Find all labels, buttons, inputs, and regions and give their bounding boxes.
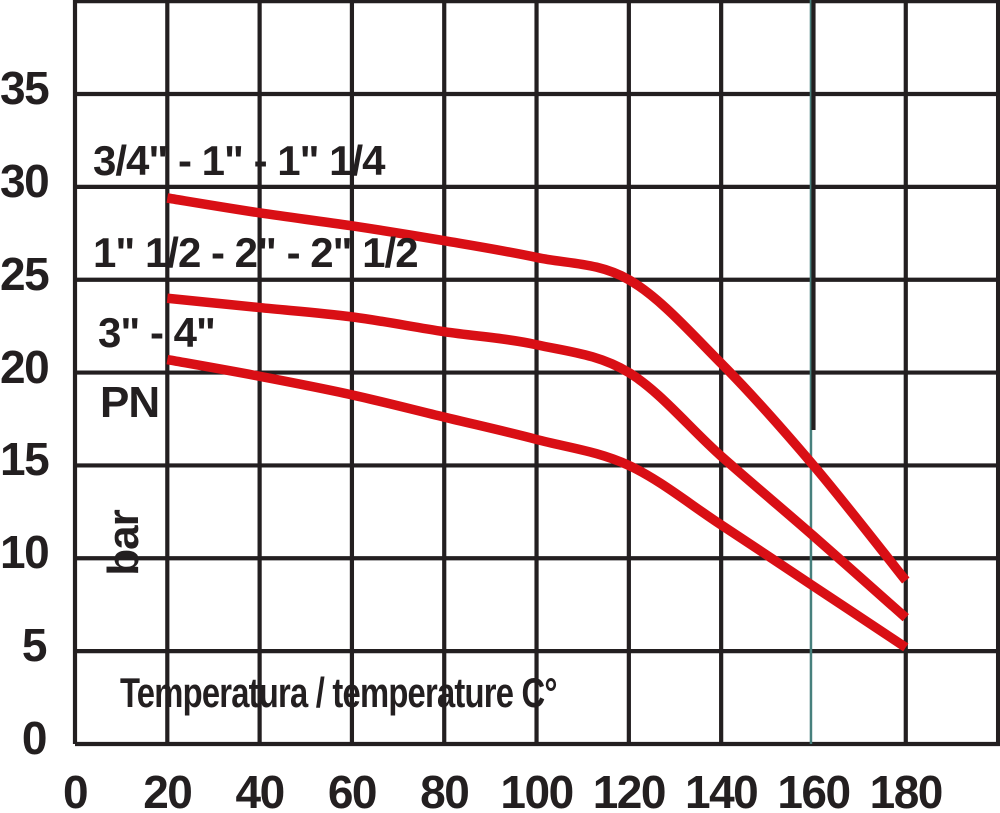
x-tick-label-40: 40 — [235, 766, 286, 813]
curve-series-0 — [166, 193, 910, 584]
x-axis-title: Temperatura / temperature C° — [120, 669, 557, 716]
x-tick-label-60: 60 — [327, 766, 378, 813]
x-tick-label-120: 120 — [592, 766, 667, 813]
series-label-sizes-large: 3" - 4" — [98, 309, 216, 356]
series-label-sizes-small: 3/4" - 1" - 1" 1/4 — [93, 137, 386, 184]
x-tick-label-0: 0 — [62, 766, 89, 813]
y-tick-label-25: 25 — [0, 247, 50, 300]
x-tick-label-180: 180 — [869, 766, 944, 813]
y-tick-label-15: 15 — [0, 433, 50, 486]
x-tick-label-80: 80 — [420, 766, 470, 813]
y-axis-label-pn: PN — [100, 378, 160, 427]
x-tick-label-140: 140 — [685, 766, 759, 813]
y-tick-label-35: 35 — [0, 62, 50, 114]
curve-series-2 — [166, 354, 909, 652]
y-tick-label-5: 5 — [21, 619, 48, 672]
x-tick-label-100: 100 — [500, 766, 574, 813]
y-tick-label-0: 0 — [21, 712, 48, 764]
y-tick-label-20: 20 — [0, 340, 50, 393]
curve-series-1 — [166, 293, 909, 622]
y-axis-unit-label-bar: bar — [99, 510, 148, 576]
x-tick-label-160: 160 — [777, 766, 851, 813]
y-tick-label-10: 10 — [0, 526, 50, 579]
series-label-sizes-medium: 1" 1/2 - 2" - 2" 1/2 — [93, 229, 419, 276]
x-tick-label-20: 20 — [143, 766, 193, 813]
y-tick-label-30: 30 — [0, 154, 50, 207]
